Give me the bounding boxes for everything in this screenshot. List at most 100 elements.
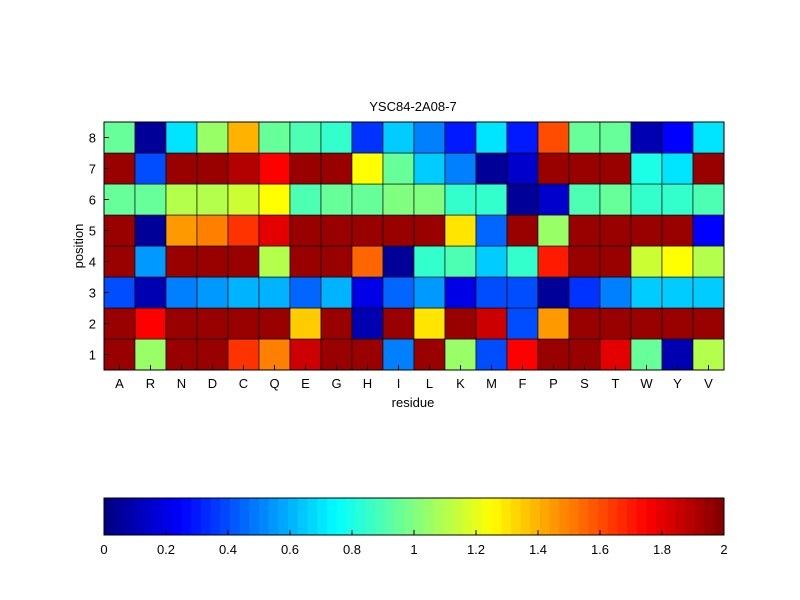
heatmap-cell [103,338,136,371]
heatmap-cell [351,214,384,247]
heatmap-cell [661,276,694,309]
colorbar-tick-label: 0.6 [281,542,299,557]
heatmap-cell [289,307,322,340]
heatmap-cell [227,307,260,340]
y-tick-label: 5 [89,224,96,239]
colorbar [104,498,725,535]
heatmap-cell [382,307,415,340]
heatmap-cell [692,121,725,154]
heatmap-cell [134,307,167,340]
colorbar-band [307,498,318,535]
heatmap-cell [258,307,291,340]
heatmap-cell [258,276,291,309]
heatmap-cell [599,307,632,340]
heatmap-cell [134,152,167,185]
heatmap-cell [351,152,384,185]
heatmap-cell [165,245,198,278]
heatmap-cell [444,245,477,278]
heatmap-cell [444,307,477,340]
heatmap-cell [568,245,601,278]
x-tick-label: V [704,376,713,391]
heatmap-cell [103,183,136,216]
heatmap-cell [444,276,477,309]
colorbar-tick-label: 0.8 [343,542,361,557]
heatmap-cell [599,214,632,247]
heatmap-cell [475,183,508,216]
colorbar-tick-label: 2 [720,542,727,557]
heatmap-cell [599,121,632,154]
x-tick-label: T [612,376,620,391]
colorbar-band [365,498,376,535]
colorbar-band [123,498,134,535]
heatmap-cell [351,121,384,154]
heatmap-cell [227,214,260,247]
heatmap-cell [258,183,291,216]
heatmap-cell [289,245,322,278]
heatmap-cell [165,152,198,185]
heatmap-cell [258,338,291,371]
heatmap-cell [227,152,260,185]
y-tick-label: 4 [89,255,96,270]
heatmap-cell [227,245,260,278]
heatmap-cell [537,183,570,216]
colorbar-band [714,498,725,535]
colorbar-band [404,498,415,535]
heatmap-cell [475,152,508,185]
colorbar-band [259,498,270,535]
heatmap-cell [661,183,694,216]
heatmap-cell [196,121,229,154]
heatmap-cell [692,183,725,216]
heatmap-cell [568,307,601,340]
colorbar-band [510,498,522,535]
heatmap-cell [413,307,446,340]
x-axis-label: residue [392,395,435,410]
y-tick-label: 2 [89,317,96,332]
heatmap-cell [196,276,229,309]
x-tick-label: S [580,376,589,391]
heatmap-cell [692,245,725,278]
heatmap-cell [258,245,291,278]
heatmap-cell [289,276,322,309]
heatmap-cell [444,121,477,154]
colorbar-band [104,498,115,535]
heatmap-cell [630,214,663,247]
heatmap-cell [413,276,446,309]
heatmap-cell [568,338,601,371]
heatmap-cell [382,338,415,371]
colorbar-tick-label: 1.2 [467,542,485,557]
heatmap-cell [475,214,508,247]
colorbar-band [142,498,153,535]
colorbar-band [607,498,618,535]
colorbar-band [220,498,231,535]
heatmap-cell [444,152,477,185]
x-tick-label: R [146,376,155,391]
heatmap-cell [258,121,291,154]
heatmap-cells [103,121,725,371]
heatmap-cell [506,245,539,278]
heatmap-cell [568,121,601,154]
heatmap-cell [289,152,322,185]
x-tick-label: A [115,376,124,391]
heatmap-cell [134,214,167,247]
heatmap-cell [289,214,322,247]
x-tick-label: F [519,376,527,391]
heatmap-cell [351,276,384,309]
heatmap-cell [537,307,570,340]
y-tick-label: 7 [89,162,96,177]
heatmap-cell [320,183,353,216]
x-tick-label: D [208,376,217,391]
heatmap-cell [413,183,446,216]
colorbar-tick-labels: 0 0.2 0.4 0.6 0.8 1 1.2 1.4 1.6 1.8 2 [100,530,728,557]
colorbar-tick-label: 0 [100,542,107,557]
heatmap-cell [382,276,415,309]
x-tick-label: C [239,376,248,391]
colorbar-band [452,498,463,535]
colorbar-band [288,498,299,535]
heatmap-cell [692,307,725,340]
colorbar-tick-label: 1.6 [591,542,609,557]
x-tick-label: P [549,376,558,391]
heatmap-cell [537,121,570,154]
colorbar-band [549,498,560,535]
heatmap-cell [568,152,601,185]
heatmap-cell [320,245,353,278]
